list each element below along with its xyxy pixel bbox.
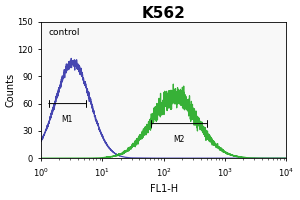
Y-axis label: Counts: Counts — [6, 73, 16, 107]
Title: K562: K562 — [142, 6, 186, 21]
Text: control: control — [48, 28, 80, 37]
Text: M2: M2 — [173, 135, 185, 144]
X-axis label: FL1-H: FL1-H — [150, 184, 178, 194]
Text: M1: M1 — [62, 115, 73, 124]
